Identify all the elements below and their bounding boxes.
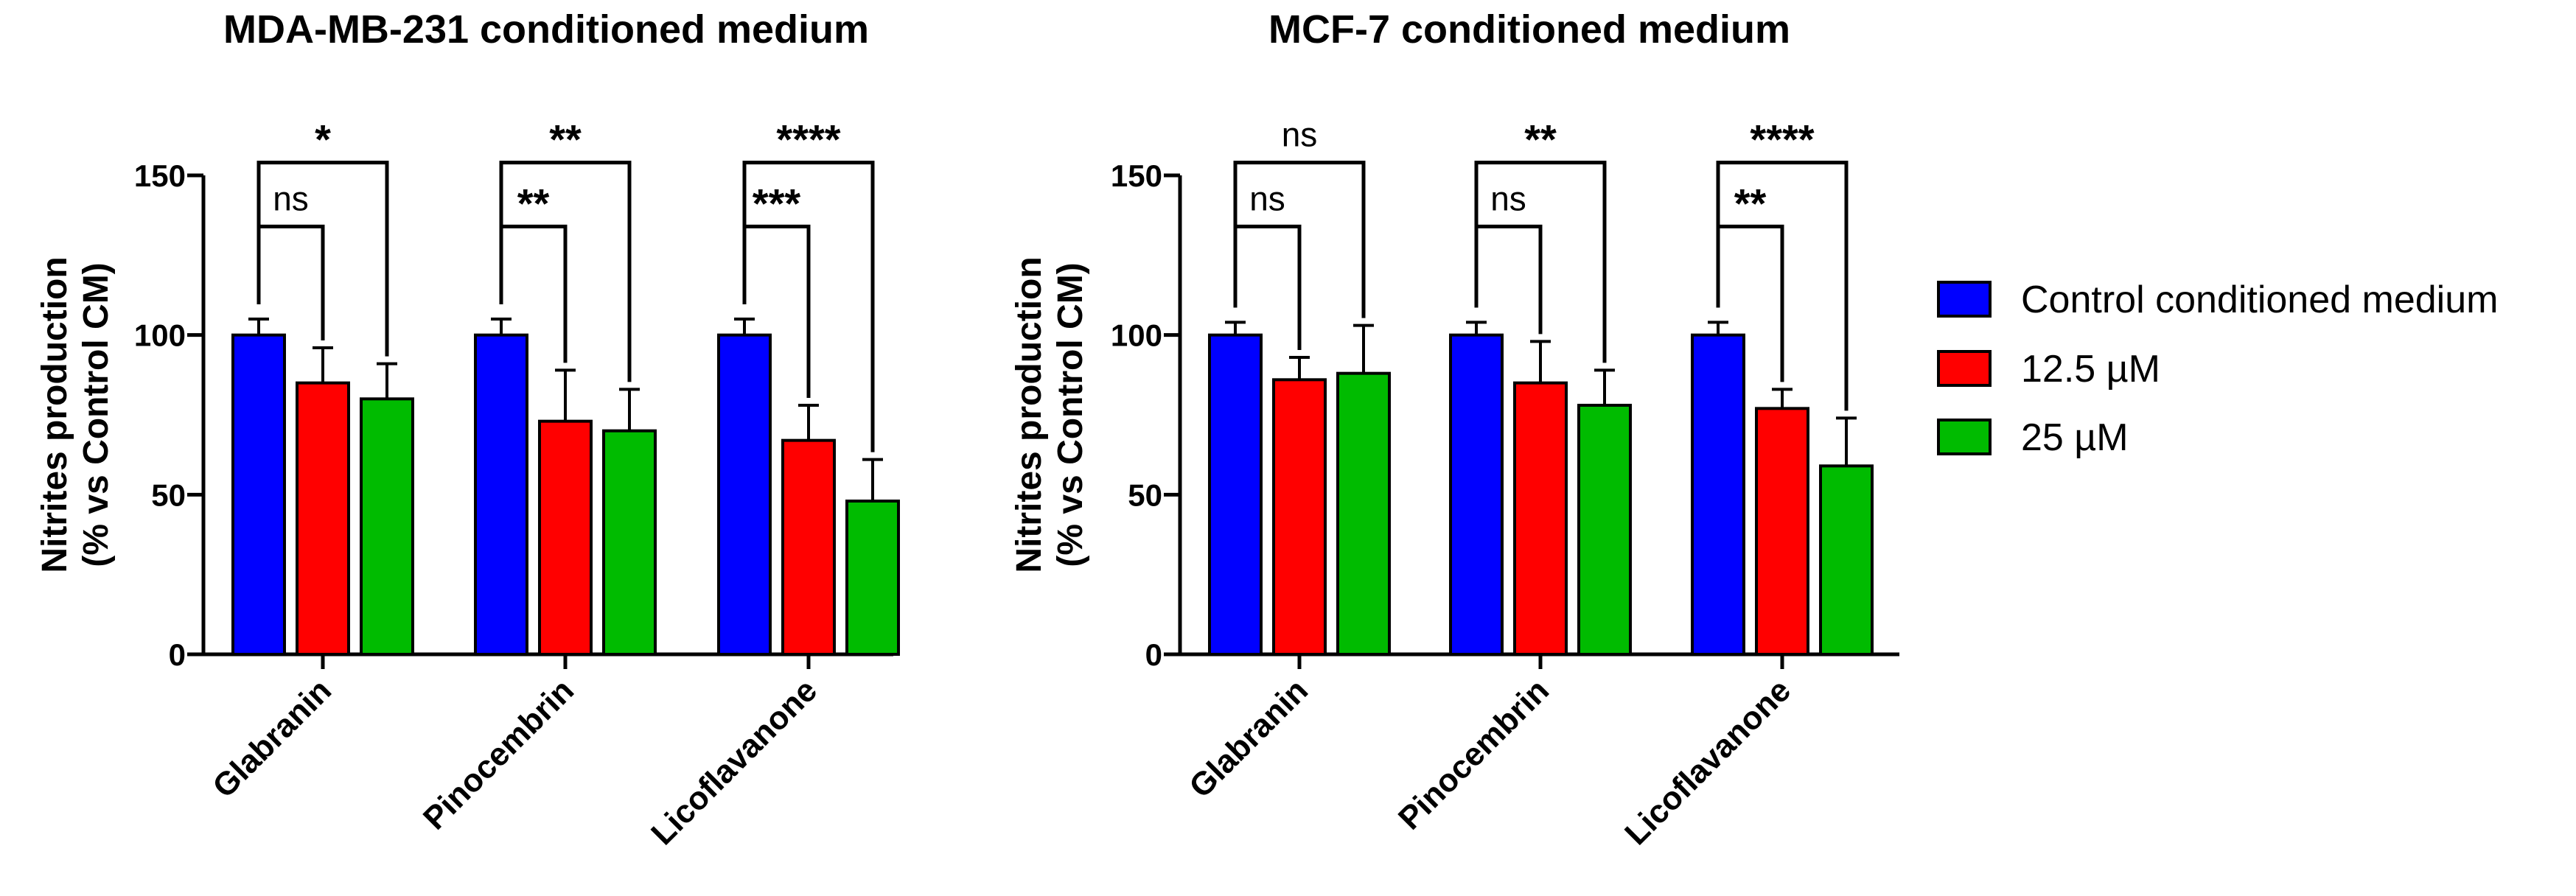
- x-tick-label: Licoflavanone: [644, 672, 824, 852]
- significance-bracket: [1474, 224, 1543, 335]
- legend-label: 12.5 µM: [2021, 348, 2160, 391]
- bar: [474, 333, 528, 656]
- chart-title: MDA-MB-231 conditioned medium: [223, 7, 869, 52]
- chart-title: MCF-7 conditioned medium: [1268, 7, 1790, 52]
- y-axis-label-line1: Nitrites production: [35, 256, 74, 573]
- bar: [1577, 404, 1632, 656]
- bar: [1272, 378, 1327, 656]
- bar: [781, 438, 836, 657]
- legend-label: Control conditioned medium: [2021, 279, 2498, 321]
- bar: [1755, 407, 1809, 656]
- significance-bracket: [256, 224, 325, 340]
- x-tick-label: Licoflavanone: [1618, 672, 1798, 852]
- legend-swatch: [1937, 350, 1992, 387]
- significance-bracket: [256, 161, 389, 357]
- significance-label: ***: [753, 180, 801, 226]
- y-tick-label: 150: [1111, 158, 1162, 193]
- bar: [296, 381, 350, 657]
- x-tick-label: Pinocembrin: [416, 672, 581, 836]
- y-tick-label: 50: [151, 477, 186, 512]
- y-axis-label: Nitrites production(% vs Control CM): [1010, 256, 1090, 573]
- bar: [1336, 371, 1391, 656]
- x-tick-label: Pinocembrin: [1392, 672, 1556, 836]
- significance-bracket: [1474, 161, 1607, 363]
- bar: [1691, 333, 1745, 656]
- bar: [1449, 333, 1504, 656]
- significance-bracket: [742, 161, 875, 452]
- significance-bracket: [1233, 224, 1302, 350]
- y-tick-label: 100: [134, 318, 186, 353]
- y-axis-label-line2: (% vs Control CM): [77, 262, 116, 567]
- x-tick-label: Glabranin: [1182, 672, 1315, 805]
- significance-label: **: [549, 116, 582, 163]
- legend-swatch: [1937, 419, 1992, 455]
- significance-label: ****: [776, 116, 840, 163]
- x-tick-label: Glabranin: [206, 672, 338, 805]
- y-tick-label: 100: [1111, 318, 1162, 353]
- bar: [1513, 381, 1568, 657]
- bar: [231, 333, 286, 656]
- significance-label: ns: [1490, 179, 1526, 217]
- bar: [360, 397, 414, 656]
- bar: [1819, 464, 1874, 656]
- bar: [845, 500, 900, 656]
- significance-bracket: [499, 161, 632, 382]
- bar: [538, 419, 593, 657]
- y-axis-label-line1: Nitrites production: [1010, 256, 1049, 573]
- significance-bracket: [1233, 161, 1366, 318]
- y-axis-label-line2: (% vs Control CM): [1051, 262, 1090, 567]
- significance-label: **: [1734, 180, 1767, 226]
- significance-label: ns: [1249, 179, 1285, 217]
- significance-label: *: [315, 116, 331, 163]
- significance-label: ****: [1750, 116, 1814, 163]
- y-tick-label: 0: [169, 637, 186, 672]
- significance-label: **: [517, 180, 550, 226]
- panel-mda-mb-231: MDA-MB-231 conditioned medium Nitrites pr…: [35, 7, 900, 852]
- significance-label: ns: [273, 179, 309, 217]
- bar: [1208, 333, 1263, 656]
- significance-label: ns: [1282, 116, 1318, 154]
- legend-label: 25 µM: [2021, 416, 2129, 459]
- y-axis-label: Nitrites production(% vs Control CM): [35, 256, 116, 573]
- bar: [602, 429, 657, 657]
- significance-bracket: [1716, 161, 1849, 411]
- panel-mcf-7: MCF-7 conditioned medium Nitrites product…: [1010, 7, 1899, 852]
- bar: [717, 333, 772, 656]
- y-tick-label: 150: [134, 158, 186, 193]
- significance-label: **: [1524, 116, 1557, 163]
- legend: Control conditioned medium 12.5 µM 25 µM: [1937, 279, 2498, 459]
- legend-swatch: [1937, 281, 1992, 318]
- y-tick-label: 50: [1128, 477, 1162, 512]
- y-tick-label: 0: [1145, 637, 1162, 672]
